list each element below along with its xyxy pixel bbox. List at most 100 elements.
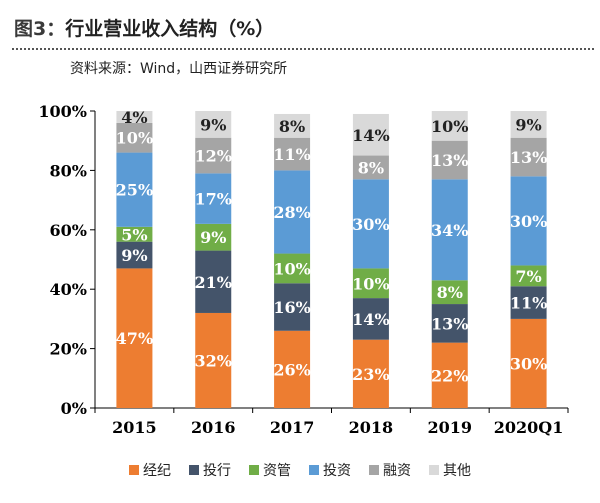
- bar-segment-1: [274, 283, 311, 331]
- legend-item: 投资: [309, 460, 351, 480]
- legend-label: 融资: [383, 463, 411, 479]
- bar-segment-2: [510, 265, 547, 287]
- data-label: 10%: [352, 274, 389, 293]
- bar-segment-4: [510, 137, 547, 177]
- data-label: 7%: [515, 267, 541, 286]
- data-label: 10%: [431, 117, 468, 136]
- bar-segment-2: [352, 268, 389, 299]
- bar-segment-5: [195, 111, 232, 138]
- figure-header: 图3：行业营业收入结构（%） 资料来源：Wind，山西证券研究所: [0, 0, 600, 86]
- bar-segment-3: [431, 179, 468, 281]
- bar-segment-3: [116, 152, 153, 227]
- legend-swatch: [189, 465, 199, 475]
- data-label: 47%: [116, 329, 153, 348]
- x-tick-label: 2016: [191, 418, 236, 437]
- data-label: 30%: [352, 215, 389, 234]
- data-label: 30%: [510, 354, 547, 373]
- legend-label: 投资: [323, 463, 351, 479]
- data-label: 22%: [431, 366, 468, 385]
- x-tick-label: 2015: [112, 418, 157, 437]
- legend-item: 投行: [189, 460, 231, 480]
- bar-segment-0: [352, 339, 389, 408]
- legend-swatch: [369, 465, 379, 475]
- x-tick-label: 2018: [349, 418, 394, 437]
- bar-segment-2: [116, 226, 153, 242]
- bar-segment-0: [510, 318, 547, 408]
- bar-segment-2: [431, 280, 468, 305]
- legend-label: 其他: [443, 463, 471, 479]
- bar-segment-5: [431, 111, 468, 141]
- bar-segment-3: [195, 173, 232, 224]
- legend-label: 资管: [263, 463, 291, 479]
- bar-segment-4: [195, 137, 232, 174]
- y-tick-label: 60%: [50, 221, 87, 240]
- data-label: 11%: [510, 294, 547, 313]
- data-label: 13%: [431, 314, 468, 333]
- y-tick-label: 40%: [50, 280, 87, 299]
- y-tick-label: 20%: [50, 340, 87, 359]
- legend-item: 经纪: [129, 460, 171, 480]
- legend-swatch: [429, 465, 439, 475]
- data-label: 26%: [273, 360, 310, 379]
- legend-swatch: [309, 465, 319, 475]
- data-label: 8%: [437, 283, 463, 302]
- legend-label: 经纪: [143, 463, 171, 479]
- bar-segment-1: [431, 304, 468, 343]
- bar-segment-0: [116, 268, 153, 408]
- y-tick-label: 80%: [50, 161, 87, 180]
- data-label: 10%: [273, 259, 310, 278]
- stacked-bar-chart: 0% 20% 40% 60% 80% 100% 47% 9% 5% 25% 10% 4% 2015 32%…: [38, 102, 569, 437]
- data-label: 13%: [431, 151, 468, 170]
- bar-segment-5: [116, 111, 153, 123]
- data-label: 34%: [431, 221, 468, 240]
- bar-segment-3: [274, 170, 311, 254]
- dotted-divider: [12, 48, 594, 50]
- data-label: 9%: [200, 115, 226, 134]
- bar-segment-3: [352, 179, 389, 269]
- bar-segment-2: [195, 223, 232, 251]
- data-source: 资料来源：Wind，山西证券研究所: [70, 61, 288, 77]
- bar-segment-1: [352, 298, 389, 340]
- bar-segment-4: [431, 140, 468, 180]
- data-label: 17%: [195, 190, 232, 209]
- data-label: 8%: [358, 158, 384, 177]
- figure-title: 图3：行业营业收入结构（%）: [14, 14, 274, 41]
- bar-segment-0: [431, 342, 468, 408]
- x-tick-label: 2019: [427, 418, 472, 437]
- data-label: 12%: [195, 147, 232, 166]
- bar-segment-5: [510, 111, 547, 138]
- bar-segment-0: [195, 312, 232, 408]
- data-label: 23%: [352, 365, 389, 384]
- data-label: 10%: [116, 129, 153, 148]
- bar-segment-4: [274, 137, 311, 171]
- data-label: 14%: [352, 310, 389, 329]
- bar-segment-2: [274, 253, 311, 284]
- legend-swatch: [249, 465, 259, 475]
- data-label: 9%: [200, 228, 226, 247]
- legend-item: 资管: [249, 460, 291, 480]
- x-tick-label: 2020Q1: [494, 418, 564, 437]
- data-label: 14%: [352, 126, 389, 145]
- legend-swatch: [129, 465, 139, 475]
- data-label: 25%: [116, 181, 153, 200]
- bar-segment-5: [274, 113, 311, 138]
- chart-area: 0% 20% 40% 60% 80% 100% 47% 9% 5% 25% 10% 4% 2015 32%…: [0, 86, 600, 499]
- bar-segment-4: [116, 122, 153, 153]
- bar-segment-1: [510, 286, 547, 319]
- data-label: 5%: [121, 225, 147, 244]
- chart-legend: 经纪 投行 资管 投资 融资 其他: [0, 456, 600, 484]
- data-label: 21%: [195, 273, 232, 292]
- bar-segment-1: [116, 241, 153, 269]
- legend-item: 融资: [369, 460, 411, 480]
- bar-segment-3: [510, 176, 547, 266]
- data-label: 28%: [273, 203, 310, 222]
- data-label: 13%: [510, 148, 547, 167]
- figure-number: 图3：: [14, 18, 66, 40]
- bar-segment-4: [352, 155, 389, 180]
- data-label: 9%: [121, 246, 147, 265]
- data-label: 8%: [279, 117, 305, 136]
- bar-segment-1: [195, 250, 232, 313]
- y-tick-label: 0%: [61, 399, 87, 418]
- legend-label: 投行: [203, 463, 231, 479]
- data-label: 16%: [273, 298, 310, 317]
